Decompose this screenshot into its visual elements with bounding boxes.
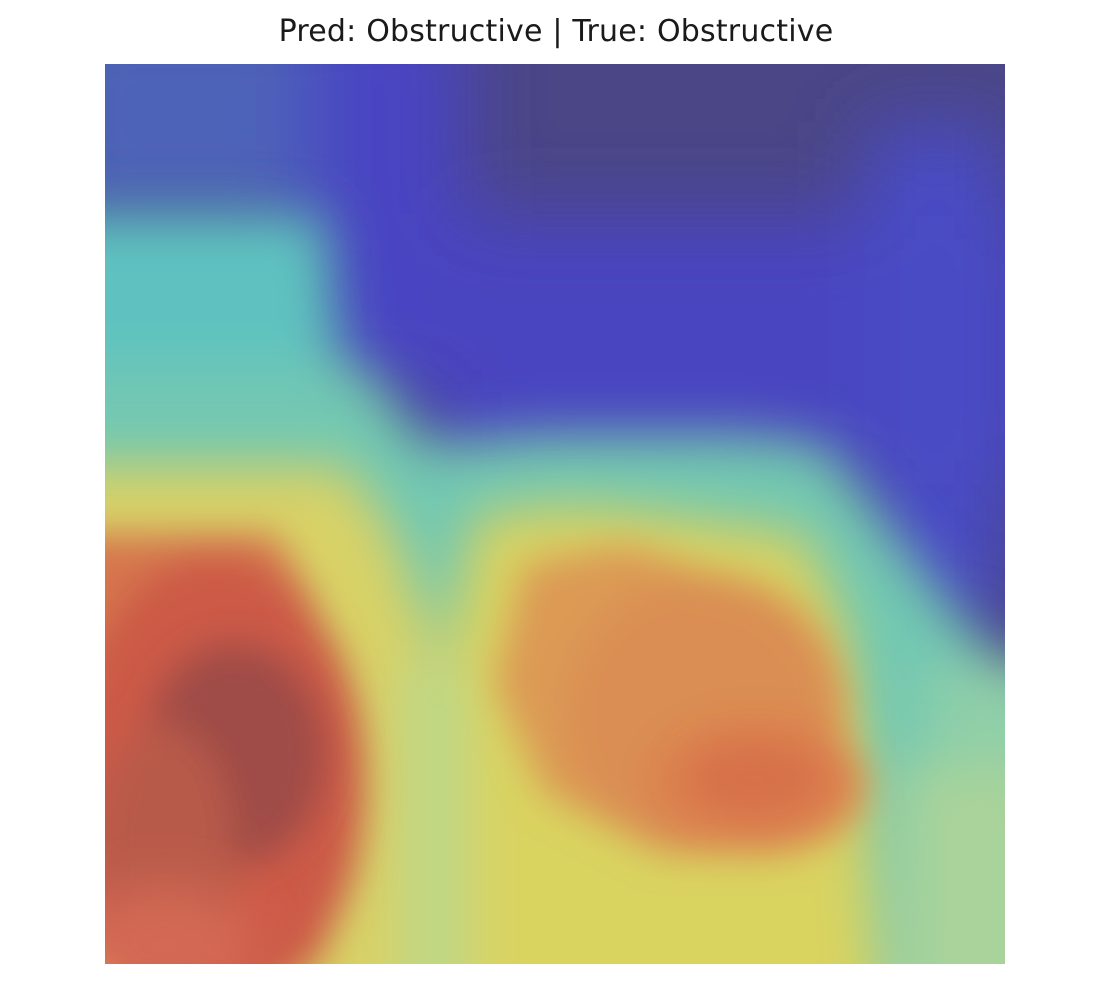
heatmap-image (105, 64, 1005, 964)
heatmap-low-layer (105, 64, 1005, 624)
heatmap-plot (105, 64, 1005, 964)
chart-title: Pred: Obstructive | True: Obstructive (278, 14, 834, 49)
